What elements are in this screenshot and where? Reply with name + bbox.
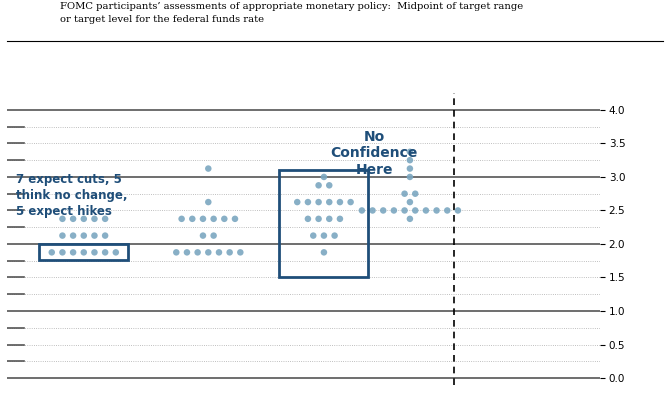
Point [318, 249, 329, 256]
Point [292, 199, 303, 205]
Point [224, 249, 235, 256]
Point [192, 249, 203, 256]
Point [405, 199, 415, 205]
Point [314, 182, 324, 189]
Point [378, 207, 389, 214]
Point [308, 232, 319, 239]
Bar [40, 244, 128, 260]
Point [235, 249, 246, 256]
Point [452, 207, 463, 214]
Point [68, 215, 78, 222]
Point [100, 232, 111, 239]
Point [219, 215, 230, 222]
Point [324, 182, 334, 189]
Point [171, 249, 182, 256]
Point [182, 249, 192, 256]
Text: No
Confidence
Here: No Confidence Here [330, 130, 418, 177]
Point [334, 199, 345, 205]
Point [68, 232, 78, 239]
Point [314, 215, 324, 222]
Text: or target level for the federal funds rate: or target level for the federal funds ra… [60, 15, 265, 23]
Point [410, 207, 421, 214]
Point [78, 249, 89, 256]
Point [57, 249, 68, 256]
Point [198, 232, 208, 239]
Point [46, 249, 57, 256]
Text: 7 expect cuts, 5
think no change,
5 expect hikes: 7 expect cuts, 5 think no change, 5 expe… [15, 173, 127, 218]
Point [203, 199, 214, 205]
Point [324, 199, 334, 205]
Point [405, 157, 415, 164]
Point [405, 165, 415, 172]
Point [318, 174, 329, 180]
Point [176, 215, 187, 222]
Point [431, 207, 442, 214]
Point [57, 232, 68, 239]
Point [208, 232, 219, 239]
Point [405, 215, 415, 222]
Point [89, 215, 100, 222]
Point [314, 199, 324, 205]
Point [405, 174, 415, 180]
Text: FOMC participants’ assessments of appropriate monetary policy:  Midpoint of targ: FOMC participants’ assessments of approp… [60, 2, 523, 11]
Point [208, 215, 219, 222]
Point [399, 207, 410, 214]
Point [324, 215, 334, 222]
Point [68, 249, 78, 256]
Point [410, 190, 421, 197]
Point [198, 215, 208, 222]
Point [345, 199, 356, 205]
Point [89, 232, 100, 239]
Bar [279, 170, 368, 277]
Point [100, 215, 111, 222]
Point [442, 207, 453, 214]
Point [230, 215, 241, 222]
Point [89, 249, 100, 256]
Point [203, 165, 214, 172]
Point [318, 232, 329, 239]
Point [389, 207, 399, 214]
Point [405, 149, 415, 155]
Point [399, 190, 410, 197]
Point [78, 215, 89, 222]
Point [100, 249, 111, 256]
Point [329, 232, 340, 239]
Point [187, 215, 198, 222]
Point [367, 207, 378, 214]
Point [356, 207, 367, 214]
Point [78, 232, 89, 239]
Point [303, 199, 314, 205]
Point [214, 249, 224, 256]
Point [303, 215, 314, 222]
Point [334, 215, 345, 222]
Point [203, 249, 214, 256]
Point [57, 215, 68, 222]
Point [111, 249, 121, 256]
Point [421, 207, 431, 214]
